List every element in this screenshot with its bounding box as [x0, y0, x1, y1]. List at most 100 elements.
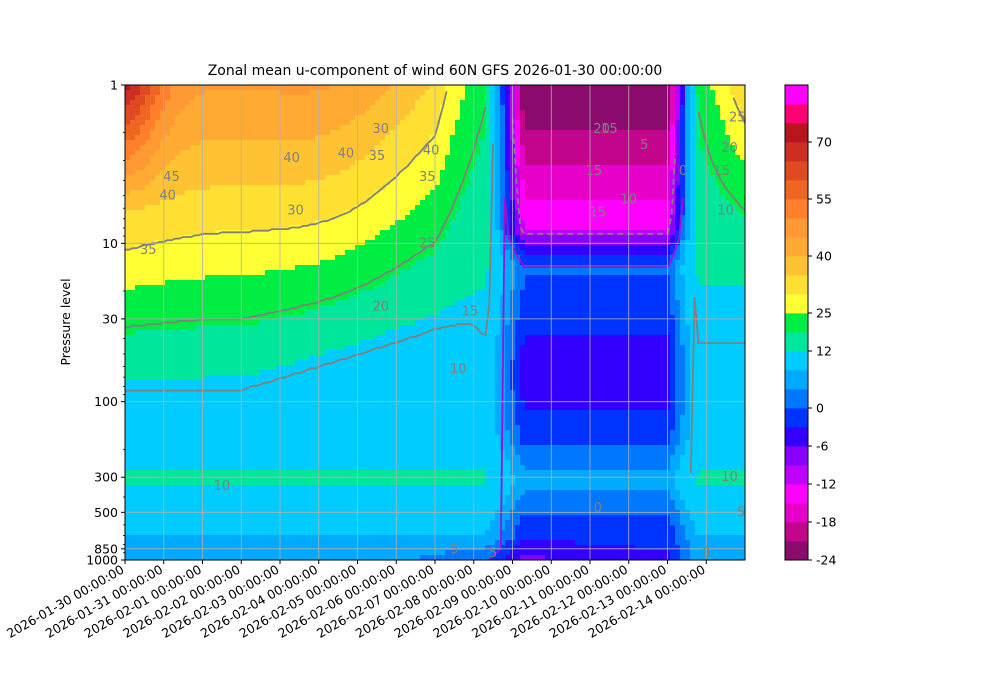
field-cell — [435, 185, 466, 191]
field-cell — [675, 205, 681, 211]
field-cell — [515, 320, 676, 326]
field-cell — [700, 125, 726, 131]
field-cell — [500, 435, 511, 441]
field-cell — [490, 225, 496, 231]
field-cell — [125, 190, 131, 196]
field-cell — [490, 265, 506, 271]
field-cell — [125, 240, 156, 246]
field-cell — [125, 105, 141, 111]
field-cell — [505, 415, 516, 421]
field-cell — [125, 130, 141, 136]
field-cell — [690, 110, 696, 116]
field-cell — [140, 105, 151, 111]
field-cell — [725, 120, 745, 126]
field-cell — [505, 185, 511, 191]
field-cell — [690, 350, 745, 356]
field-cell — [675, 355, 686, 361]
field-cell — [505, 170, 511, 176]
field-cell — [505, 135, 511, 141]
field-cell — [675, 360, 686, 366]
field-cell — [735, 95, 745, 101]
field-cell — [490, 90, 496, 96]
field-cell — [125, 460, 511, 466]
field-cell — [380, 230, 446, 236]
field-cell — [730, 135, 745, 141]
field-cell — [670, 225, 676, 231]
y-tick-label: 500 — [94, 505, 118, 520]
field-cell — [525, 110, 671, 116]
field-cell — [675, 230, 681, 236]
field-cell — [445, 100, 461, 106]
field-cell — [725, 125, 745, 131]
field-cell — [675, 330, 681, 336]
field-cell — [670, 555, 681, 560]
field-cell — [675, 85, 681, 91]
field-cell — [680, 225, 686, 231]
field-cell — [490, 140, 496, 146]
field-cell — [525, 150, 671, 156]
field-cell — [415, 320, 501, 326]
field-cell — [685, 125, 691, 131]
field-cell — [170, 95, 196, 101]
field-cell — [525, 120, 671, 126]
field-cell — [500, 105, 506, 111]
field-cell — [670, 370, 676, 376]
field-cell — [690, 230, 696, 236]
field-cell — [210, 185, 386, 191]
field-cell — [125, 515, 496, 521]
field-cell — [525, 465, 671, 471]
field-cell — [730, 85, 745, 91]
field-cell — [680, 185, 686, 191]
field-cell — [520, 365, 671, 371]
field-cell — [515, 165, 521, 171]
field-cell — [690, 345, 745, 351]
field-cell — [675, 95, 681, 101]
field-cell — [480, 150, 491, 156]
field-cell — [125, 175, 156, 181]
field-cell — [150, 115, 161, 121]
field-cell — [675, 180, 681, 186]
field-cell — [125, 270, 266, 276]
field-cell — [385, 90, 426, 96]
field-cell — [410, 160, 446, 166]
field-cell — [685, 525, 696, 531]
field-cell — [280, 90, 311, 96]
field-cell — [525, 275, 671, 281]
field-cell — [725, 130, 745, 136]
field-cell — [690, 225, 696, 231]
field-cell — [675, 525, 686, 531]
field-cell — [495, 150, 501, 156]
field-cell — [690, 400, 745, 406]
field-cell — [690, 185, 696, 191]
field-cell — [690, 335, 745, 341]
field-cell — [500, 200, 506, 206]
field-cell — [435, 250, 491, 256]
field-cell — [505, 280, 516, 286]
field-cell — [520, 460, 671, 466]
field-cell — [455, 210, 491, 216]
field-cell — [520, 185, 526, 191]
field-cell — [680, 95, 686, 101]
field-cell — [675, 280, 686, 286]
contour-line — [488, 197, 684, 560]
field-cell — [520, 155, 526, 161]
field-cell — [125, 375, 206, 381]
field-cell — [500, 165, 506, 171]
contour-label: 30 — [372, 122, 389, 137]
field-cell — [690, 90, 696, 96]
field-cell — [130, 155, 151, 161]
field-cell — [685, 530, 696, 536]
field-cell — [515, 410, 676, 416]
field-cell — [505, 380, 511, 386]
field-cell — [520, 305, 671, 311]
field-cell — [510, 380, 521, 386]
field-cell — [160, 90, 171, 96]
field-cell — [450, 140, 481, 146]
field-cell — [415, 100, 446, 106]
field-cell — [505, 95, 511, 101]
field-cell — [525, 225, 671, 231]
field-cell — [690, 515, 745, 521]
field-cell — [125, 395, 496, 401]
field-cell — [515, 270, 676, 276]
field-cell — [675, 220, 681, 226]
